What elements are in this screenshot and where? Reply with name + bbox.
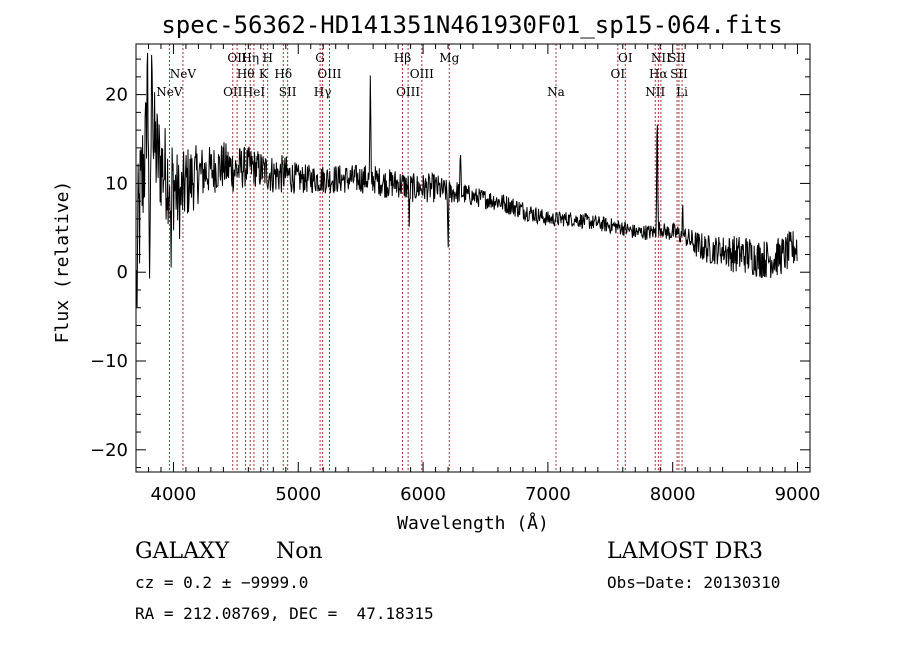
line-marker-label: NeV <box>170 67 197 81</box>
line-marker-label: SII <box>668 51 686 65</box>
y-tick-label: 0 <box>117 262 128 283</box>
y-tick-label: −20 <box>90 440 128 461</box>
coordinates: RA = 212.08769, DEC = 47.18315 <box>135 604 434 623</box>
x-tick-label: 6000 <box>400 484 446 505</box>
redshift-cz: cz = 0.2 ± −9999.0 <box>135 573 309 592</box>
line-marker-label: H <box>262 51 272 65</box>
x-tick-label: 8000 <box>650 484 696 505</box>
line-marker-label: HeI <box>243 85 266 99</box>
line-marker-label: NII <box>651 51 671 65</box>
line-marker-label: G <box>315 51 325 65</box>
y-axis-label: Flux (relative) <box>52 181 73 344</box>
chart-title: spec-56362-HD141351N461930F01_sp15-064.f… <box>161 11 782 39</box>
line-marker-label: SII <box>670 67 688 81</box>
line-marker-label: Hα <box>649 67 668 81</box>
line-marker-label: OII <box>223 85 243 99</box>
line-marker-label: OI <box>610 67 625 81</box>
survey-name: LAMOST DR3 <box>607 539 763 564</box>
line-marker-label: Hβ <box>394 51 411 65</box>
line-marker-label: Hθ <box>237 67 255 81</box>
line-marker-label: Hη <box>241 51 259 65</box>
line-marker-label: SII <box>279 85 297 99</box>
x-tick-label: 5000 <box>275 484 321 505</box>
y-axis-ticks: −20 −10 0 10 20 <box>90 58 810 469</box>
line-marker-label: Li <box>676 85 688 99</box>
line-marker-label: NeV <box>156 85 183 99</box>
line-marker-label: OI <box>618 51 633 65</box>
line-marker-label: NII <box>645 85 665 99</box>
x-tick-label: 7000 <box>525 484 571 505</box>
x-axis-ticks: 4000 5000 6000 7000 8000 9000 <box>147 44 821 505</box>
x-tick-label: 9000 <box>775 484 821 505</box>
y-tick-label: −10 <box>90 351 128 372</box>
line-marker-label: OII <box>227 51 247 65</box>
object-subclass: Non <box>276 539 323 564</box>
line-marker-label: Mg <box>439 51 459 65</box>
object-class: GALAXY <box>135 539 230 564</box>
line-marker-label: OIII <box>410 67 434 81</box>
x-axis-label: Wavelength (Å) <box>397 512 549 534</box>
line-markers <box>168 44 683 472</box>
x-tick-label: 4000 <box>151 484 197 505</box>
y-tick-label: 20 <box>105 85 128 106</box>
line-marker-label: OIII <box>317 67 341 81</box>
line-marker-label: Hγ <box>314 85 332 99</box>
observation-date: Obs−Date: 20130310 <box>607 573 781 592</box>
line-marker-label: Na <box>547 85 565 99</box>
line-marker-label: Hδ <box>274 67 292 81</box>
y-tick-label: 10 <box>105 173 128 194</box>
line-marker-label: K <box>259 67 269 81</box>
line-marker-label: OIII <box>396 85 420 99</box>
spectrum-line <box>136 52 798 308</box>
